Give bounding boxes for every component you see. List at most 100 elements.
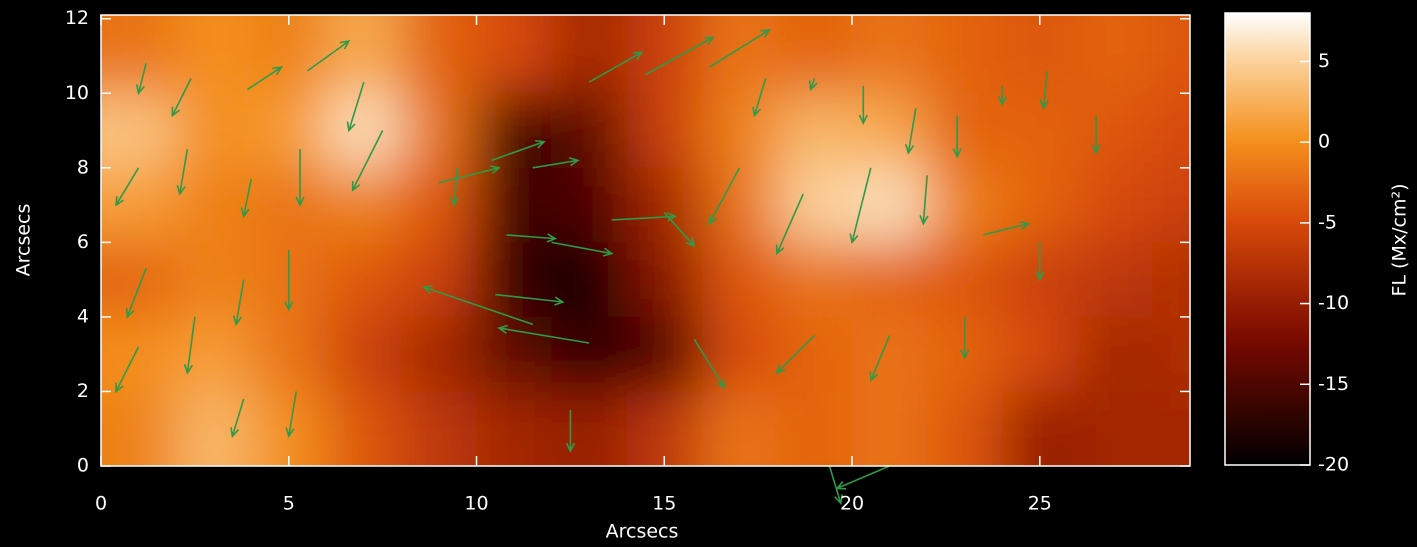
vector-arrow bbox=[422, 285, 534, 326]
vector-arrow bbox=[775, 193, 804, 256]
heat-cell bbox=[551, 242, 628, 318]
heat-cell bbox=[551, 316, 628, 393]
vector-arrow bbox=[285, 391, 298, 438]
y-tick-label: 10 bbox=[65, 82, 89, 104]
vector-arrow bbox=[1039, 70, 1049, 111]
heat-cell bbox=[626, 242, 703, 318]
heat-cell bbox=[1152, 391, 1190, 466]
vector-arrow bbox=[232, 279, 245, 327]
heat-cell bbox=[401, 167, 478, 244]
vector-arrow bbox=[351, 130, 384, 192]
heat-cell bbox=[251, 316, 328, 393]
heat-cell bbox=[476, 93, 553, 169]
vector-arrow bbox=[752, 78, 767, 118]
vector-arrow bbox=[828, 465, 843, 506]
vector-arrow bbox=[495, 293, 565, 306]
heat-cell bbox=[1152, 167, 1190, 244]
heat-cell bbox=[101, 167, 178, 244]
vector-arrow bbox=[1035, 242, 1045, 282]
vector-arrow bbox=[346, 81, 365, 133]
vector-arrow bbox=[952, 115, 962, 159]
colorbar-label: FL (Mx/cm²) bbox=[1389, 184, 1411, 297]
vector-arrow bbox=[1091, 115, 1101, 155]
vector-arrow bbox=[497, 324, 590, 344]
heat-cell bbox=[776, 391, 854, 466]
heat-cell bbox=[251, 167, 328, 244]
vector-arrow bbox=[295, 149, 305, 207]
plot-frame bbox=[100, 14, 1191, 467]
vector-arrow bbox=[532, 157, 580, 169]
vector-arrow bbox=[663, 212, 696, 248]
heat-cell bbox=[101, 15, 178, 95]
heat-cell bbox=[551, 93, 628, 169]
heat-cell bbox=[927, 93, 1004, 169]
heat-cell bbox=[401, 93, 478, 169]
heat-cell bbox=[1077, 391, 1154, 466]
heat-cell bbox=[701, 391, 778, 466]
vector-arrow bbox=[125, 268, 147, 319]
y-tick-label: 0 bbox=[77, 455, 89, 477]
y-tick-label: 2 bbox=[77, 380, 89, 402]
heat-cell bbox=[326, 316, 403, 393]
x-tick-label: 15 bbox=[652, 493, 676, 515]
heat-cell bbox=[326, 242, 403, 318]
heat-cell bbox=[326, 167, 403, 244]
heat-cell bbox=[326, 15, 403, 95]
heat-cell bbox=[1002, 316, 1079, 393]
colorbar bbox=[1224, 12, 1311, 466]
vector-arrow bbox=[983, 221, 1031, 236]
y-tick-label: 6 bbox=[77, 231, 89, 253]
x-tick-label: 5 bbox=[283, 493, 295, 515]
heat-cell bbox=[551, 391, 628, 466]
colorbar-tick-label: -5 bbox=[1318, 211, 1337, 233]
heat-cell bbox=[101, 242, 178, 318]
vector-arrow bbox=[919, 175, 929, 226]
heat-cell bbox=[326, 391, 403, 466]
vector-arrow bbox=[171, 78, 192, 118]
vector-arrow bbox=[835, 465, 890, 490]
heat-cell bbox=[1002, 15, 1079, 95]
heat-cell bbox=[776, 93, 854, 169]
heat-cell bbox=[551, 15, 628, 95]
vector-arrow bbox=[693, 338, 726, 390]
heat-cell bbox=[701, 93, 778, 169]
heat-cell bbox=[776, 316, 854, 393]
vector-arrow bbox=[858, 85, 868, 125]
vector-arrow bbox=[135, 63, 147, 96]
heatmap bbox=[101, 15, 1190, 466]
vector-arrow bbox=[565, 410, 576, 453]
y-axis-label: Arcsecs bbox=[13, 204, 35, 277]
vector-arrow bbox=[230, 398, 245, 438]
vector-arrow bbox=[849, 167, 872, 245]
vector-arrow bbox=[645, 36, 715, 76]
x-tick-label: 20 bbox=[840, 493, 864, 515]
colorbar-tick-label: 5 bbox=[1318, 50, 1330, 72]
heat-cell bbox=[1077, 242, 1154, 318]
y-tick-label: 4 bbox=[77, 305, 89, 327]
heat-cell bbox=[176, 316, 253, 393]
heat-cell bbox=[626, 316, 703, 393]
vector-arrow bbox=[450, 167, 460, 207]
vector-arrow bbox=[438, 165, 501, 184]
vector-arrow bbox=[247, 66, 283, 91]
heat-cell bbox=[1002, 167, 1079, 244]
y-tick-label: 12 bbox=[65, 7, 89, 29]
heat-cell bbox=[1152, 15, 1190, 95]
heat-cell bbox=[852, 167, 929, 244]
colorbar-tick-label: -15 bbox=[1318, 373, 1349, 395]
heat-cell bbox=[476, 242, 553, 318]
heat-cell bbox=[626, 15, 703, 95]
heat-cell bbox=[701, 242, 778, 318]
vector-arrow bbox=[708, 28, 771, 68]
heat-cell bbox=[401, 242, 478, 318]
heat-cell bbox=[927, 167, 1004, 244]
heat-cell bbox=[852, 316, 929, 393]
heat-cell bbox=[476, 167, 553, 244]
vector-arrow bbox=[183, 316, 196, 375]
heat-cell bbox=[176, 391, 253, 466]
heat-cell bbox=[776, 15, 854, 95]
heat-cell bbox=[476, 391, 553, 466]
vector-arrow bbox=[588, 51, 644, 83]
vector-arrow bbox=[808, 78, 818, 92]
heat-cell bbox=[551, 167, 628, 244]
